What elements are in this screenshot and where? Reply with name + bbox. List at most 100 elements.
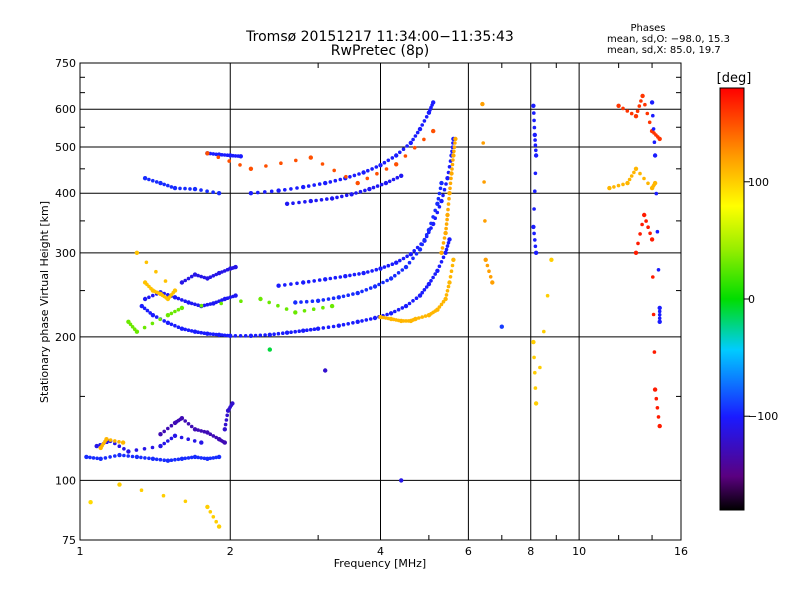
data-point [304,299,309,304]
data-point [441,255,446,260]
data-point [233,334,238,338]
data-point [165,320,171,325]
data-point [169,436,174,441]
x-axis: 1 2 4 6 8 10 16 [77,63,688,558]
data-point [103,456,108,460]
data-point [186,300,191,305]
data-point [447,237,452,242]
data-point [422,119,427,123]
data-point [258,333,263,338]
data-point [329,196,335,201]
data-point [431,100,436,105]
data-point [447,191,452,196]
data-point [533,138,537,142]
data-point [381,315,385,320]
data-point [482,180,486,184]
data-point [293,329,298,334]
data-point [352,173,357,178]
data-point [186,456,191,460]
y-tick-label: 600 [55,103,76,116]
data-point [166,183,170,188]
data-point [283,283,287,287]
data-point [172,288,178,293]
data-point [303,200,307,204]
data-point [387,179,392,184]
data-point [533,244,538,249]
data-point [431,275,435,280]
data-point [205,504,210,510]
chart-title: Tromsø 20151217 11:34:00−11:35:43 [245,29,514,45]
data-point [401,147,406,151]
data-point [192,454,198,460]
data-point [633,114,639,119]
data-point [368,317,373,321]
data-point [386,158,391,163]
data-point [284,307,289,311]
data-point [122,447,126,451]
data-point [640,222,644,227]
plot-grid [80,63,681,540]
data-point [393,273,397,278]
data-point [199,330,203,335]
x-tick-label: 16 [674,545,688,558]
data-point [621,182,625,187]
data-point [199,303,204,308]
data-point [446,207,450,212]
data-point [305,328,309,333]
data-point [633,166,639,171]
data-point [139,455,143,460]
data-point [382,160,387,165]
data-point [394,153,399,158]
data-point [312,183,317,187]
data-point [417,316,421,320]
data-point [444,182,448,186]
data-point [420,315,425,319]
data-point [338,275,343,279]
data-point [233,293,238,298]
data-point [172,433,178,438]
data-point [447,196,451,201]
x-tick-label: 8 [527,545,534,558]
data-point [311,307,316,312]
data-point [166,439,170,443]
data-point [385,278,389,283]
data-point [657,319,662,324]
data-point [360,319,364,323]
data-point [179,280,185,285]
data-point [199,274,203,279]
data-point [370,167,374,171]
data-point [451,257,456,262]
data-point [161,493,166,498]
data-point [202,429,207,434]
data-point [222,153,227,157]
data-point [636,241,640,246]
x-tick-label: 1 [77,545,84,558]
data-point [633,250,639,255]
data-point [205,331,210,336]
data-point [208,432,213,437]
data-point [612,185,616,189]
data-point [189,455,194,460]
x-tick-label: 4 [377,545,384,558]
data-point [352,272,357,277]
data-point [375,171,379,176]
data-point [439,250,444,255]
data-point [222,440,227,445]
data-point [325,197,329,201]
data-point [447,165,452,169]
data-point [233,154,238,158]
data-point [533,401,539,406]
plot-frame [79,62,682,541]
data-point [374,165,379,169]
data-point [91,456,96,460]
data-point [306,184,311,188]
data-point [407,301,412,306]
data-point [426,227,432,233]
data-point [420,242,425,247]
data-point [95,456,99,461]
data-point [169,458,174,463]
colorbar-label: [deg] [717,71,752,86]
data-point [417,247,423,252]
data-point [162,319,166,323]
data-point [216,155,221,159]
